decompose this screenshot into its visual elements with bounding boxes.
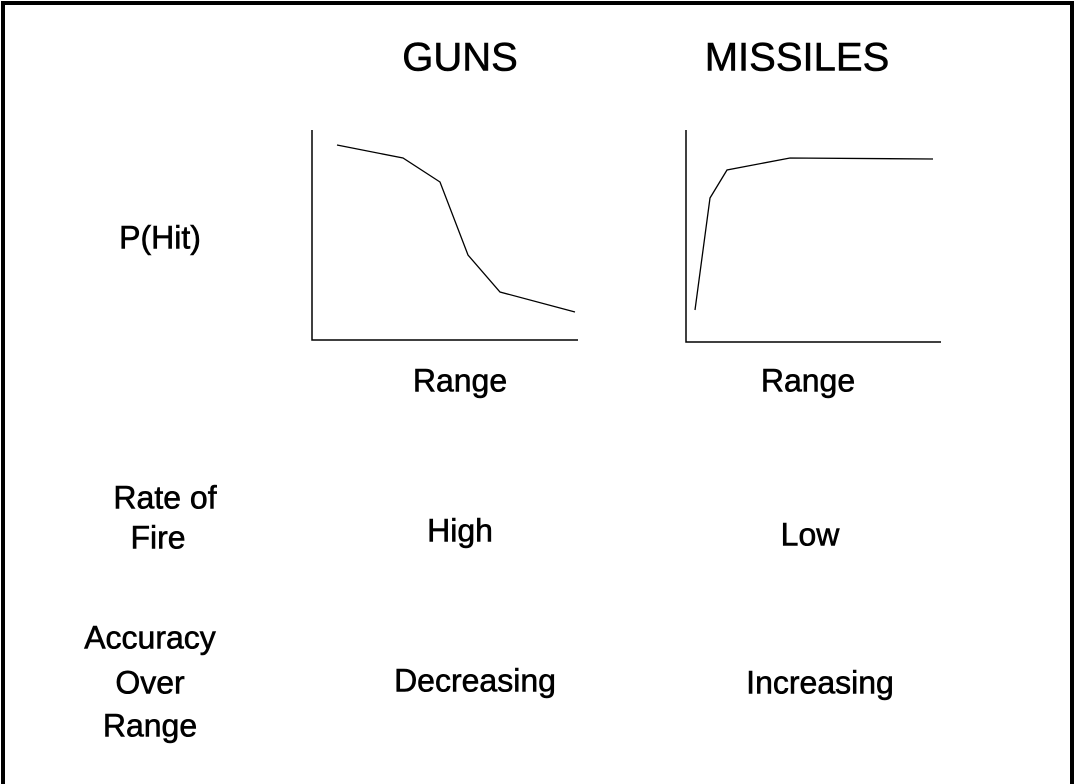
row-label: Over <box>115 664 185 700</box>
cell: Decreasing <box>394 662 556 698</box>
row-label: Rate of <box>113 479 216 515</box>
cell: Low <box>781 516 841 552</box>
column-header: MISSILES <box>705 36 890 80</box>
curve <box>694 157 934 311</box>
row-label: Fire <box>130 519 185 555</box>
axis-label: Range <box>413 362 507 398</box>
row-label: P(Hit) <box>119 219 201 255</box>
row-label: Range <box>103 707 197 743</box>
column-header: GUNS <box>402 36 518 80</box>
cell: Increasing <box>746 664 894 700</box>
missiles-chart <box>685 130 941 343</box>
guns-chart <box>311 130 578 341</box>
cell: High <box>427 512 493 548</box>
axes <box>685 130 941 343</box>
row-label: Accuracy <box>84 619 216 655</box>
axis-label: Range <box>761 362 855 398</box>
curve <box>336 144 576 313</box>
axes <box>311 130 578 341</box>
